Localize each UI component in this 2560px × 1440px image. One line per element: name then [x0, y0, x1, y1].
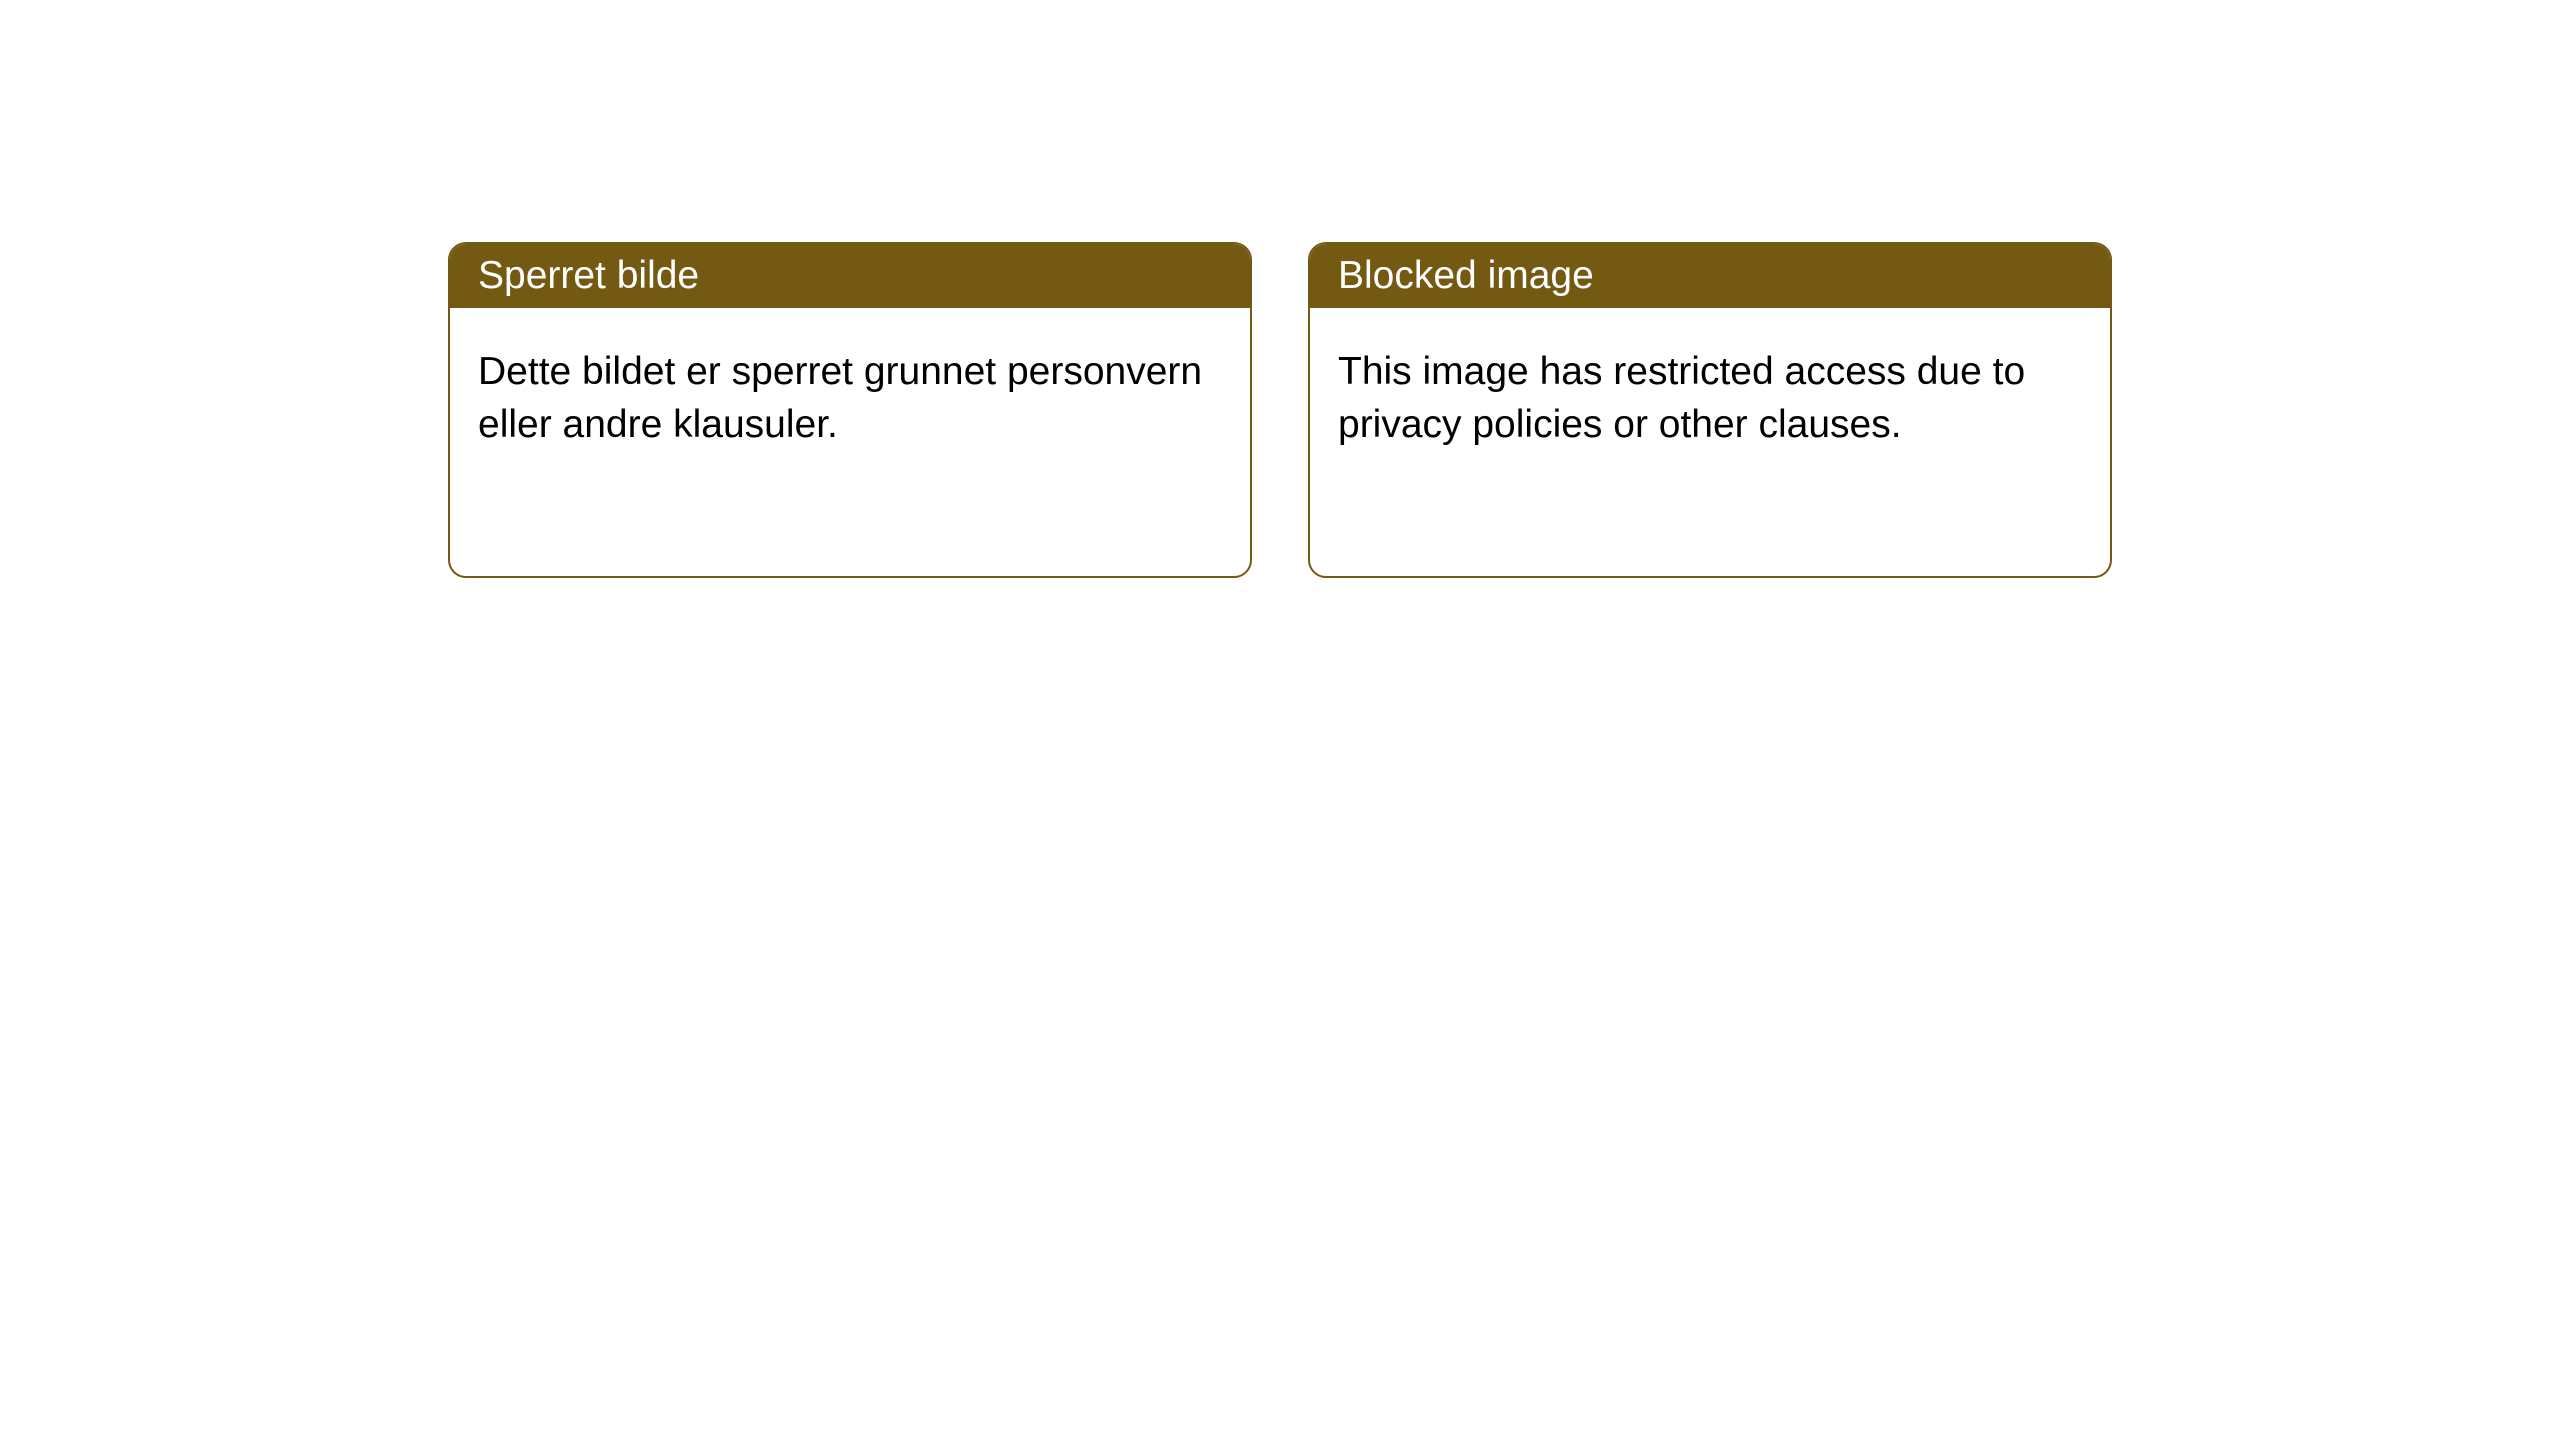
notice-card-english: Blocked image This image has restricted … [1308, 242, 2112, 578]
notice-title: Sperret bilde [478, 254, 699, 297]
notice-header-english: Blocked image [1310, 244, 2110, 308]
notice-body-text: Dette bildet er sperret grunnet personve… [478, 350, 1202, 446]
notice-title: Blocked image [1338, 254, 1594, 297]
notice-body-text: This image has restricted access due to … [1338, 350, 2025, 446]
notice-card-norwegian: Sperret bilde Dette bildet er sperret gr… [448, 242, 1252, 578]
notice-container: Sperret bilde Dette bildet er sperret gr… [0, 0, 2560, 578]
notice-body-norwegian: Dette bildet er sperret grunnet personve… [450, 308, 1250, 489]
notice-header-norwegian: Sperret bilde [450, 244, 1250, 308]
notice-body-english: This image has restricted access due to … [1310, 308, 2110, 489]
